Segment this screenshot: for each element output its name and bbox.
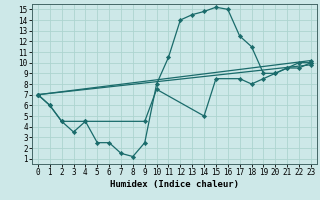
X-axis label: Humidex (Indice chaleur): Humidex (Indice chaleur) bbox=[110, 180, 239, 189]
